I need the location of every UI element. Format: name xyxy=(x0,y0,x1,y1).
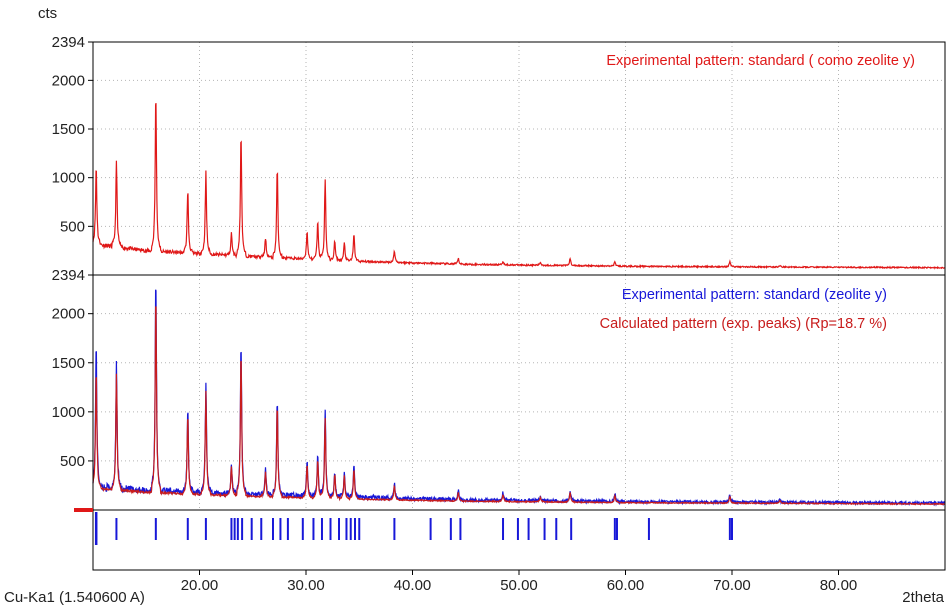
x-tick-label: 40.00 xyxy=(394,577,432,594)
peak-marker-frame xyxy=(92,509,946,571)
top-y-tick-label: 1000 xyxy=(52,170,85,187)
bottom-panel-y-ticks: 500 1000 1500 2000 2394 xyxy=(52,267,93,470)
bottom-series-2-line xyxy=(92,306,945,506)
bottom-y-tick-label: 2000 xyxy=(52,306,85,323)
bottom-panel-grid xyxy=(93,275,945,510)
peak-marker-strip xyxy=(74,508,946,571)
y-unit-label: cts xyxy=(38,5,57,22)
top-series-1-line xyxy=(92,102,945,270)
top-y-tick-label: 1500 xyxy=(52,121,85,138)
bottom-y-tick-label: 1500 xyxy=(52,355,85,372)
top-panel-grid xyxy=(93,42,945,275)
x-tick-label: 30.00 xyxy=(287,577,325,594)
bottom-legend-series-1: Experimental pattern: standard (zeolite … xyxy=(622,287,887,303)
x-axis-ticks: 20.00 30.00 40.00 50.00 60.00 70.00 80.00 xyxy=(181,570,858,594)
top-y-tick-label: 2394 xyxy=(52,34,85,51)
bottom-y-tick-label: 1000 xyxy=(52,404,85,421)
bottom-panel: 500 1000 1500 2000 2394 Experimental pattern… xyxy=(52,267,946,511)
x-tick-label: 20.00 xyxy=(181,577,219,594)
x-tick-label: 80.00 xyxy=(820,577,858,594)
bottom-panel-frame xyxy=(92,274,946,511)
x-axis-label: 2theta xyxy=(902,589,944,606)
bottom-legend-series-2: Calculated pattern (exp. peaks) (Rp=18.7… xyxy=(600,316,887,332)
x-tick-label: 60.00 xyxy=(607,577,645,594)
top-panel-series xyxy=(92,102,945,270)
x-tick-label: 50.00 xyxy=(500,577,538,594)
top-panel: 500 1000 1500 2000 2394 Experimental pattern… xyxy=(52,34,946,276)
bottom-y-tick-label: 500 xyxy=(60,453,85,470)
top-legend-series-1: Experimental pattern: standard ( como ze… xyxy=(606,53,915,69)
top-y-tick-label: 500 xyxy=(60,218,85,235)
bottom-panel-series xyxy=(92,289,946,507)
x-tick-label: 70.00 xyxy=(713,577,751,594)
top-panel-y-ticks: 500 1000 1500 2000 2394 xyxy=(52,34,93,235)
radiation-label: Cu-Ka1 (1.540600 A) xyxy=(4,589,145,606)
bottom-y-tick-label: 2394 xyxy=(52,267,85,284)
top-y-tick-label: 2000 xyxy=(52,72,85,89)
